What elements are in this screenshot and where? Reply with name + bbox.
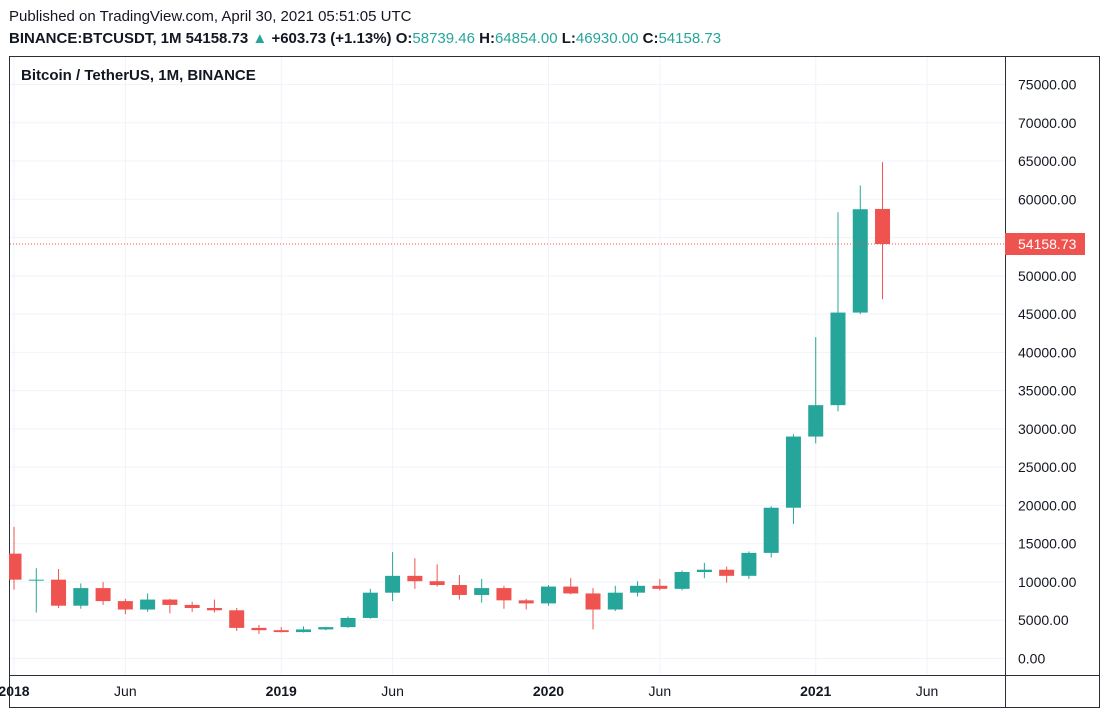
y-tick-label: 10000.00 — [1018, 574, 1077, 590]
y-tick-label: 30000.00 — [1018, 421, 1077, 437]
candle-body — [51, 579, 67, 606]
candle-body — [251, 627, 267, 631]
y-tick-label: 50000.00 — [1018, 268, 1077, 284]
x-tick-label: 2021 — [800, 683, 831, 699]
chart-frame — [9, 56, 1100, 708]
candle-body — [184, 604, 200, 608]
candle-body — [674, 572, 690, 589]
candle-body — [117, 601, 133, 610]
candle-body — [652, 585, 668, 589]
x-tick-label: Jun — [649, 683, 672, 699]
x-tick-label: Jun — [114, 683, 137, 699]
candle-body — [229, 610, 245, 628]
candle-body — [474, 588, 490, 595]
chart-title: Bitcoin / TetherUS, 1M, BINANCE — [21, 67, 256, 84]
x-tick-label: Jun — [916, 683, 939, 699]
ohlc-legend: BINANCE:BTCUSDT, 1M 54158.73 ▲ +603.73 (… — [9, 30, 721, 47]
open-label: O: — [395, 30, 413, 47]
candle-body — [296, 629, 312, 633]
candle-body — [763, 507, 779, 553]
x-tick-label: Jun — [381, 683, 404, 699]
candle-body — [518, 600, 534, 604]
y-tick-label: 35000.00 — [1018, 383, 1077, 399]
x-tick-label: 2020 — [533, 683, 564, 699]
candle-body — [875, 208, 891, 245]
open-value: 58739.46 — [412, 30, 475, 47]
candle-body — [696, 569, 712, 573]
candle-body — [741, 552, 757, 576]
candle-body — [496, 588, 512, 601]
high-value: 64854.00 — [494, 30, 558, 47]
y-tick-label: 0.00 — [1018, 651, 1045, 667]
y-tick-label: 75000.00 — [1018, 77, 1077, 93]
last-price-badge-label: 54158.73 — [1018, 236, 1077, 252]
low-label: L: — [561, 30, 576, 47]
candle-body — [340, 617, 356, 628]
change-value: +603.73 (+1.13%) — [271, 30, 392, 47]
y-tick-label: 25000.00 — [1018, 459, 1077, 475]
candle-body — [429, 581, 445, 586]
last-price: 54158.73 — [185, 30, 249, 47]
candle-body — [28, 579, 44, 581]
candle-body — [206, 607, 222, 611]
y-tick-label: 5000.00 — [1018, 612, 1069, 628]
candle-body — [362, 592, 378, 618]
candle-body — [540, 586, 556, 604]
candle-body — [73, 588, 89, 606]
candle-body — [852, 209, 868, 313]
candle-body — [318, 627, 334, 630]
y-tick-label: 40000.00 — [1018, 344, 1077, 360]
y-tick-label: 65000.00 — [1018, 153, 1077, 169]
candle-body — [607, 592, 623, 610]
high-label: H: — [479, 30, 495, 47]
y-tick-label: 15000.00 — [1018, 536, 1077, 552]
candle-body — [451, 585, 467, 595]
y-tick-label: 45000.00 — [1018, 306, 1077, 322]
candle-body — [162, 599, 178, 605]
x-tick-label: 2019 — [266, 683, 297, 699]
candle-body — [719, 569, 735, 576]
y-tick-label: 70000.00 — [1018, 115, 1077, 131]
y-tick-label: 20000.00 — [1018, 497, 1077, 513]
last-price-badge — [1005, 233, 1085, 256]
candle-body — [563, 586, 579, 594]
left-mask — [0, 57, 9, 675]
candle-body — [140, 599, 156, 610]
up-arrow-icon: ▲ — [252, 30, 268, 47]
symbol-label: BINANCE:BTCUSDT, 1M — [9, 30, 182, 47]
low-value: 46930.00 — [575, 30, 639, 47]
candle-body — [273, 630, 289, 633]
y-tick-label: 60000.00 — [1018, 191, 1077, 207]
candle-body — [585, 593, 601, 610]
candle-body — [808, 405, 824, 437]
candle-body — [6, 553, 22, 580]
published-line: Published on TradingView.com, April 30, … — [9, 8, 412, 25]
candle-body — [385, 575, 401, 593]
candle-body — [830, 312, 846, 406]
candle-body — [407, 575, 423, 582]
candle-body — [95, 588, 111, 602]
candle-body — [785, 436, 801, 508]
close-label: C: — [642, 30, 659, 47]
candle-body — [630, 585, 646, 593]
close-value: 54158.73 — [658, 30, 722, 47]
x-tick-label: 2018 — [0, 683, 30, 699]
